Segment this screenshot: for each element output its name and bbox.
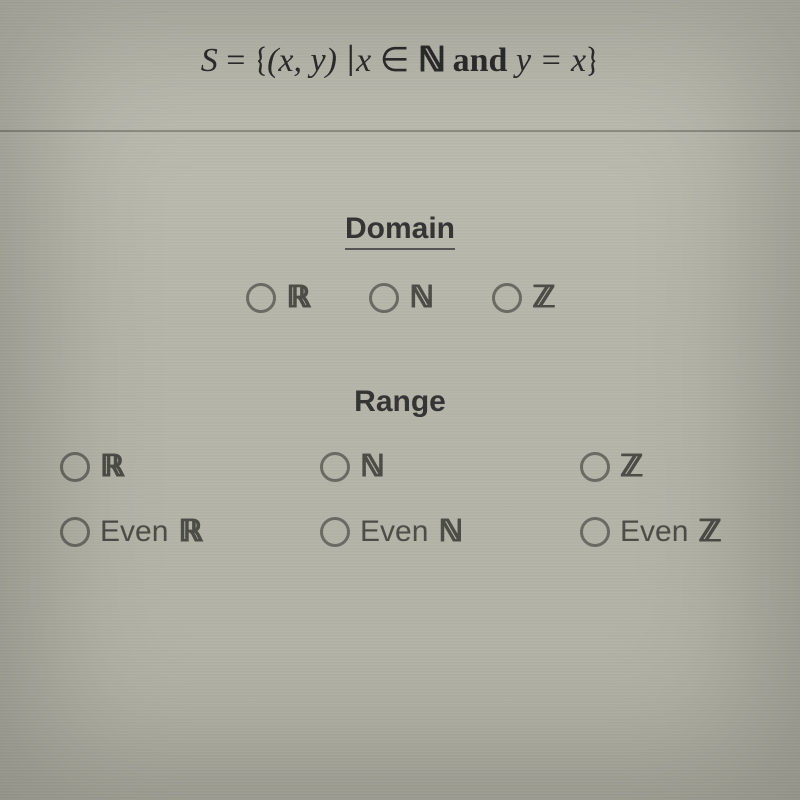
range-options-row1: ℝ ℕ ℤ bbox=[0, 449, 800, 484]
radio-icon bbox=[492, 283, 522, 313]
eq-x: x bbox=[356, 42, 371, 79]
range-option-EvenN-prefix: Even bbox=[360, 515, 428, 549]
range-title-text: Range bbox=[354, 385, 446, 418]
range-option-Z[interactable]: ℤ bbox=[580, 449, 740, 484]
radio-icon bbox=[320, 452, 350, 482]
eq-bar: | bbox=[345, 40, 356, 80]
domain-title-text: Domain bbox=[345, 212, 455, 250]
range-option-EvenR[interactable]: Even ℝ bbox=[60, 514, 220, 549]
range-option-EvenN-label: ℕ bbox=[438, 514, 461, 549]
eq-pair: (x, y) bbox=[267, 42, 337, 79]
domain-option-N-label: ℕ bbox=[409, 280, 432, 315]
range-option-R-label: ℝ bbox=[100, 449, 123, 484]
radio-icon bbox=[60, 517, 90, 547]
radio-icon bbox=[580, 452, 610, 482]
domain-option-R-label: ℝ bbox=[286, 280, 309, 315]
range-option-Z-label: ℤ bbox=[620, 449, 641, 484]
range-option-EvenZ-label: ℤ bbox=[698, 514, 719, 549]
domain-option-N[interactable]: ℕ bbox=[369, 280, 432, 315]
radio-icon bbox=[580, 517, 610, 547]
range-option-N[interactable]: ℕ bbox=[320, 449, 480, 484]
eq-equals: = bbox=[226, 42, 245, 79]
eq-and: and bbox=[444, 42, 516, 79]
range-option-EvenR-label: ℝ bbox=[178, 514, 201, 549]
eq-rbrace: } bbox=[586, 40, 599, 80]
radio-icon bbox=[369, 283, 399, 313]
radio-icon bbox=[320, 517, 350, 547]
eq-lbrace: { bbox=[254, 40, 267, 80]
radio-icon bbox=[246, 283, 276, 313]
range-options-row2: Even ℝ Even ℕ Even ℤ bbox=[0, 514, 800, 549]
domain-option-Z-label: ℤ bbox=[532, 280, 553, 315]
eq-in: ∈ bbox=[380, 42, 410, 79]
range-option-EvenR-prefix: Even bbox=[100, 515, 168, 549]
domain-option-R[interactable]: ℝ bbox=[246, 280, 309, 315]
range-option-EvenN[interactable]: Even ℕ bbox=[320, 514, 480, 549]
eq-N: ℕ bbox=[418, 40, 444, 80]
quiz-screen: S = {(x, y) |x ∈ ℕ and y = x} Domain ℝ ℕ… bbox=[0, 0, 800, 800]
range-option-N-label: ℕ bbox=[360, 449, 383, 484]
equation-display: S = {(x, y) |x ∈ ℕ and y = x} bbox=[0, 0, 800, 132]
radio-icon bbox=[60, 452, 90, 482]
range-option-R[interactable]: ℝ bbox=[60, 449, 220, 484]
range-heading: Range bbox=[0, 385, 800, 419]
eq-S: S bbox=[201, 42, 218, 79]
domain-option-Z[interactable]: ℤ bbox=[492, 280, 553, 315]
eq-yex: y = x bbox=[516, 42, 586, 79]
domain-options-row: ℝ ℕ ℤ bbox=[0, 280, 800, 315]
range-option-EvenZ-prefix: Even bbox=[620, 515, 688, 549]
domain-heading: Domain bbox=[0, 212, 800, 250]
question-content: Domain ℝ ℕ ℤ Range ℝ bbox=[0, 212, 800, 549]
range-option-EvenZ[interactable]: Even ℤ bbox=[580, 514, 740, 549]
